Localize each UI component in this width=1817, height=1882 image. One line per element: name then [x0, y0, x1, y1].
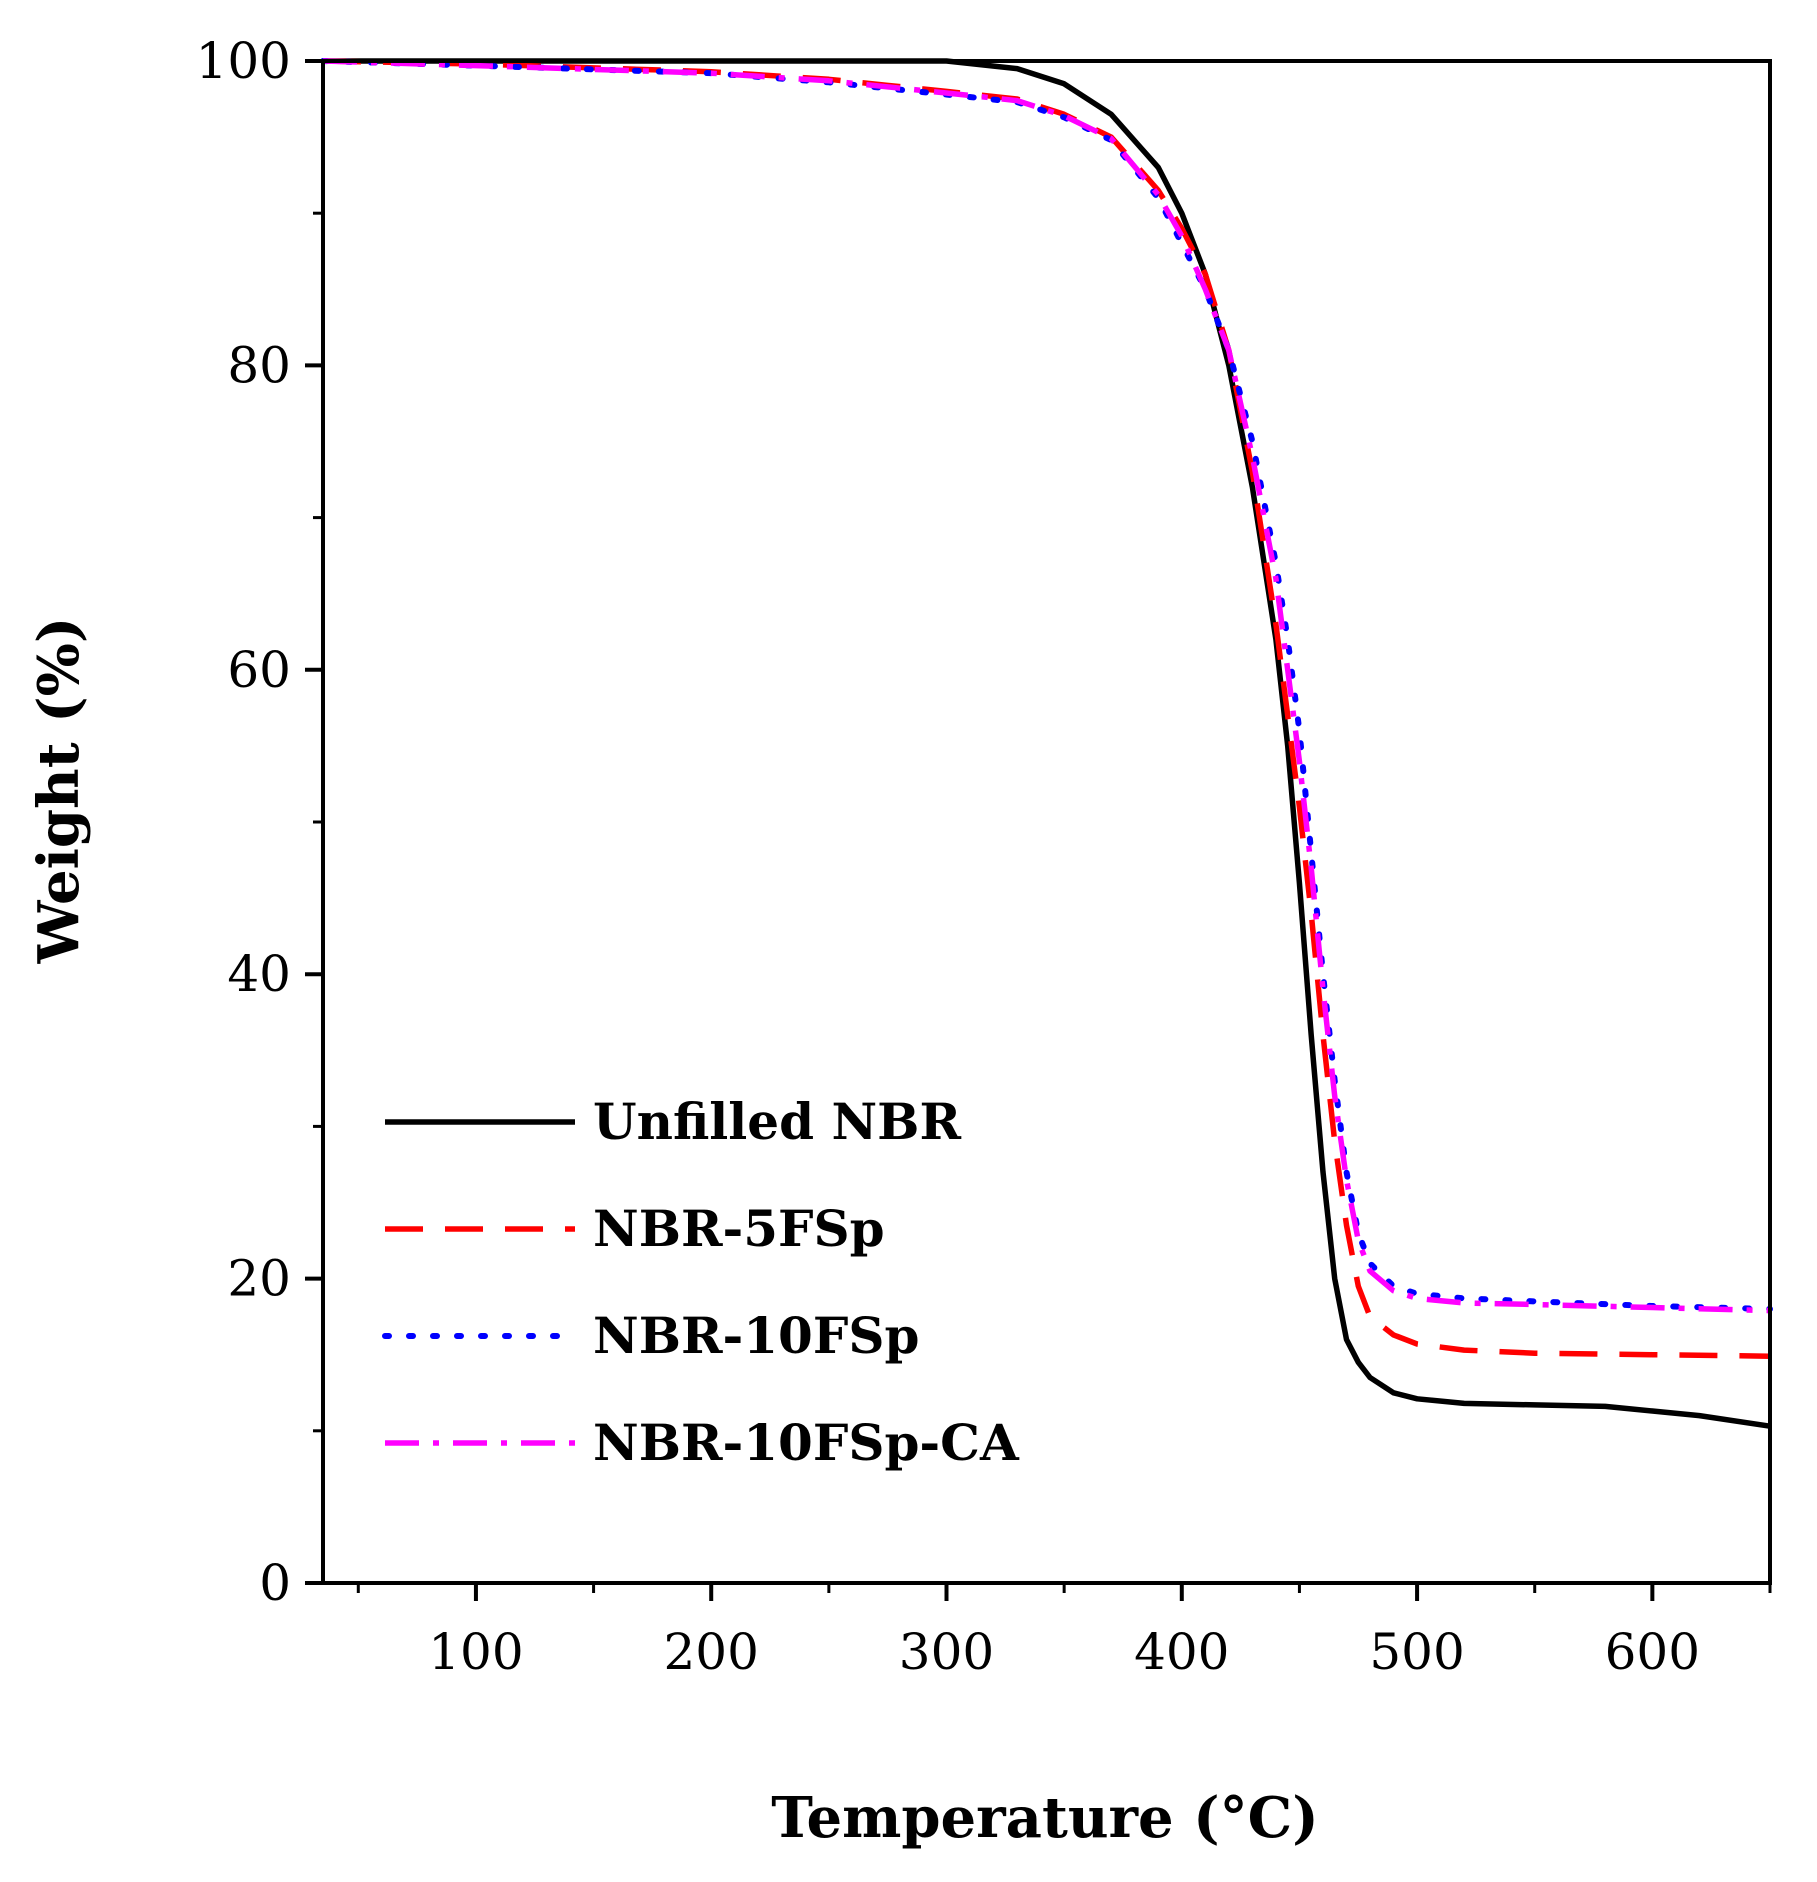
- x-tick-label: 500: [1369, 1623, 1464, 1681]
- series-line-3: [320, 58, 1773, 1312]
- plot-frame: [321, 59, 1772, 1585]
- y-tick-label: 80: [227, 336, 291, 394]
- x-tick-label: 100: [428, 1623, 523, 1681]
- y-tick-label: 100: [196, 32, 291, 90]
- legend-label-3: NBR-10FSp: [593, 1306, 919, 1365]
- x-tick-label: 200: [664, 1623, 759, 1681]
- tick-layer: 100 200 300 400 500 600 0 20 40 60 80 100: [196, 32, 1772, 1681]
- series-line-2: [322, 58, 1771, 1359]
- legend: Unfilled NBR NBR-5FSp NBR-10FSp NBR-10FSp-C…: [382, 1092, 1020, 1472]
- series-layer: [320, 58, 1773, 1429]
- x-tick-label: 300: [899, 1623, 994, 1681]
- legend-label-1: Unfilled NBR: [593, 1092, 961, 1151]
- y-axis-title: Weight (%): [26, 617, 92, 965]
- x-axis-title: Temperature (°C): [771, 1785, 1318, 1851]
- series-line-1: [323, 58, 1771, 1429]
- y-tick-label: 20: [227, 1250, 291, 1308]
- x-tick-label: 400: [1134, 1623, 1229, 1681]
- y-tick-label: 40: [227, 945, 291, 1003]
- y-tick-label: 60: [227, 641, 291, 699]
- legend-label-2: NBR-5FSp: [593, 1199, 885, 1258]
- y-tick-label: 0: [259, 1554, 291, 1612]
- series-line-4: [322, 58, 1771, 1314]
- x-tick-label: 600: [1605, 1623, 1700, 1681]
- legend-label-4: NBR-10FSp-CA: [593, 1413, 1020, 1472]
